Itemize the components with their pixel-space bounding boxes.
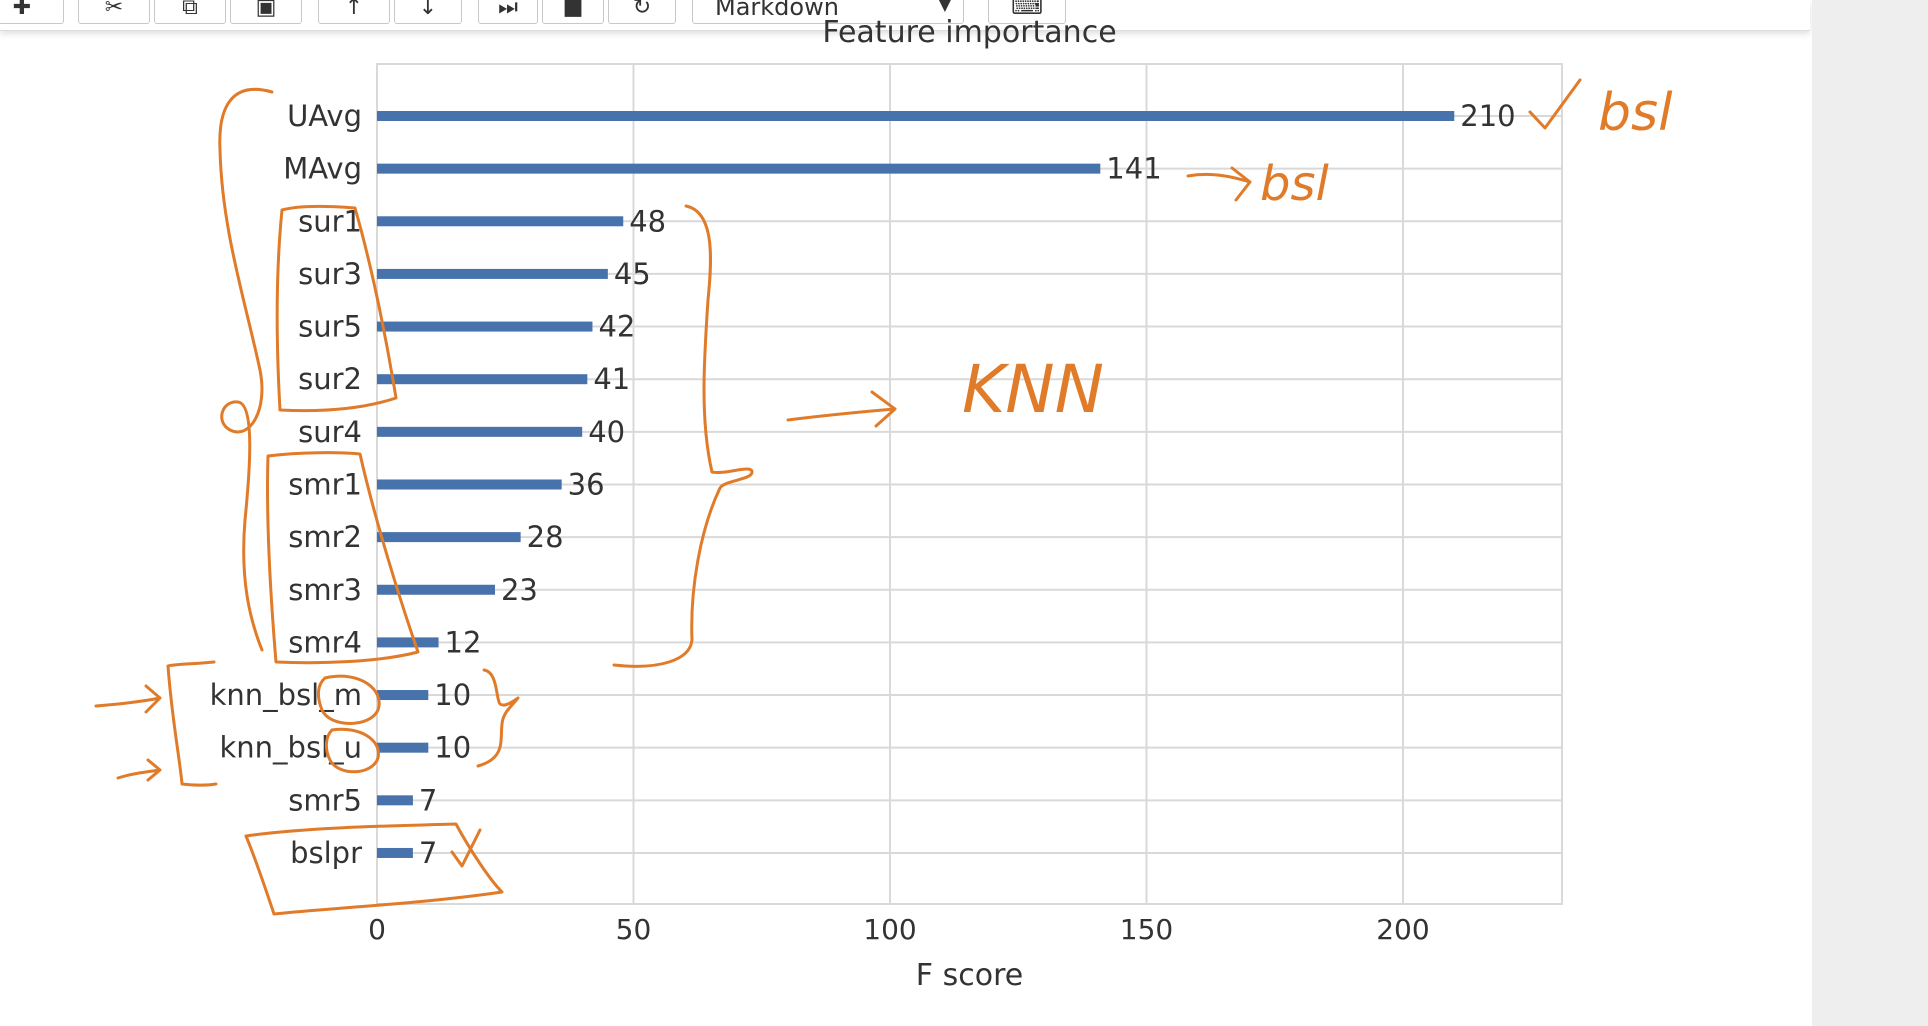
y-tick-label: sur4 (298, 415, 362, 449)
annotation-brace-left (218, 87, 274, 652)
chevron-down-icon: ▼ (938, 0, 951, 14)
x-tick-label: 0 (368, 913, 386, 946)
bar (377, 637, 439, 648)
annotation-brace-right (612, 204, 754, 668)
cell-type-select[interactable]: Markdown ▼ (692, 0, 964, 24)
feature-importance-chart: Feature importance 0 50 100 150 200 UAvg 210 MAv… (94, 15, 1673, 993)
data-label: 36 (568, 467, 605, 501)
bar (377, 426, 583, 437)
run-icon[interactable]: ⏭ (478, 0, 538, 24)
y-tick-label: sur5 (298, 310, 362, 344)
x-axis-label: F score (916, 958, 1023, 993)
chart-title: Feature importance (822, 15, 1116, 50)
bar (377, 795, 413, 806)
check-icon (1528, 78, 1582, 130)
bar (377, 163, 1101, 174)
y-tick-label: smr2 (288, 520, 362, 554)
chart-area: Feature importance 0 50 100 150 200 UAvg 210 MAv… (94, 15, 1673, 993)
paste-icon[interactable]: ▣ (230, 0, 302, 24)
data-label: 28 (527, 520, 564, 554)
bar (377, 268, 608, 279)
bar (377, 532, 521, 543)
y-tick-label: knn_bsl_m (210, 678, 362, 712)
data-label: 12 (445, 625, 482, 659)
x-tick-label: 200 (1376, 913, 1429, 946)
copy-icon[interactable]: ⧉ (154, 0, 226, 24)
y-tick-label: bslpr (290, 836, 362, 870)
y-tick-label: smr3 (288, 573, 362, 607)
bar (377, 584, 495, 595)
data-label: 7 (419, 836, 437, 870)
bar (377, 742, 429, 753)
annotation-brace (476, 668, 520, 768)
data-label: 40 (588, 415, 625, 449)
plus-icon[interactable]: ✚ (0, 0, 64, 24)
y-tick-label: smr5 (288, 783, 362, 817)
x-tick-label: 50 (616, 913, 652, 946)
bar (377, 374, 588, 385)
notebook-toolbar: ✚ ✂ ⧉ ▣ ↑ ↓ ⏭ ■ ↻ Markdown ▼ ⌨ (0, 0, 1810, 31)
stop-icon[interactable]: ■ (542, 0, 604, 24)
data-label: 41 (593, 362, 630, 396)
restart-icon[interactable]: ↻ (608, 0, 676, 24)
data-label: 141 (1106, 152, 1161, 186)
x-tick-label: 150 (1120, 913, 1173, 946)
y-tick-label: sur2 (298, 362, 362, 396)
y-tick-label: knn_bsl_u (219, 731, 362, 765)
y-tick-label: smr4 (288, 625, 362, 659)
bar (377, 479, 562, 490)
bar (377, 847, 413, 858)
x-tick-label: 100 (863, 913, 916, 946)
data-label: 210 (1460, 99, 1515, 133)
annotation-text: bsl (1260, 156, 1329, 212)
data-label: 48 (629, 204, 666, 238)
bar (377, 690, 429, 701)
annotation-text: bsl (1598, 83, 1673, 143)
data-label: 10 (434, 678, 471, 712)
annotation-circle (324, 727, 380, 774)
arrow-icon (116, 758, 162, 782)
y-tick-label: smr1 (288, 467, 362, 501)
bar (377, 321, 593, 332)
annotation-box (244, 822, 504, 916)
cut-icon[interactable]: ✂ (78, 0, 150, 24)
data-label: 23 (501, 573, 538, 607)
bar (377, 111, 1455, 121)
annotation-circle (316, 674, 381, 725)
move-down-icon[interactable]: ↓ (394, 0, 462, 24)
arrow-icon (94, 684, 162, 714)
move-up-icon[interactable]: ↑ (318, 0, 390, 24)
arrow-icon (786, 390, 897, 428)
annotation-bracket (166, 660, 218, 787)
keyboard-icon[interactable]: ⌨ (988, 0, 1066, 24)
right-gutter (1812, 0, 1928, 1026)
data-label: 7 (419, 783, 437, 817)
data-label: 45 (614, 257, 651, 291)
bar (377, 216, 624, 227)
cell-type-value: Markdown (715, 0, 839, 21)
y-tick-label: MAvg (283, 152, 362, 186)
annotation-box (265, 451, 420, 665)
data-label: 10 (434, 731, 471, 765)
y-tick-label: sur1 (298, 204, 362, 238)
annotation-text: KNN (962, 351, 1104, 428)
y-tick-label: sur3 (298, 257, 362, 291)
y-tick-label: UAvg (287, 99, 362, 133)
annotation-box (275, 204, 398, 413)
check-icon (450, 828, 482, 868)
arrow-icon (1186, 166, 1252, 202)
data-label: 42 (598, 310, 635, 344)
